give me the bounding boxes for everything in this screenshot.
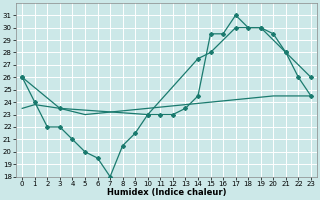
X-axis label: Humidex (Indice chaleur): Humidex (Indice chaleur) [107, 188, 226, 197]
